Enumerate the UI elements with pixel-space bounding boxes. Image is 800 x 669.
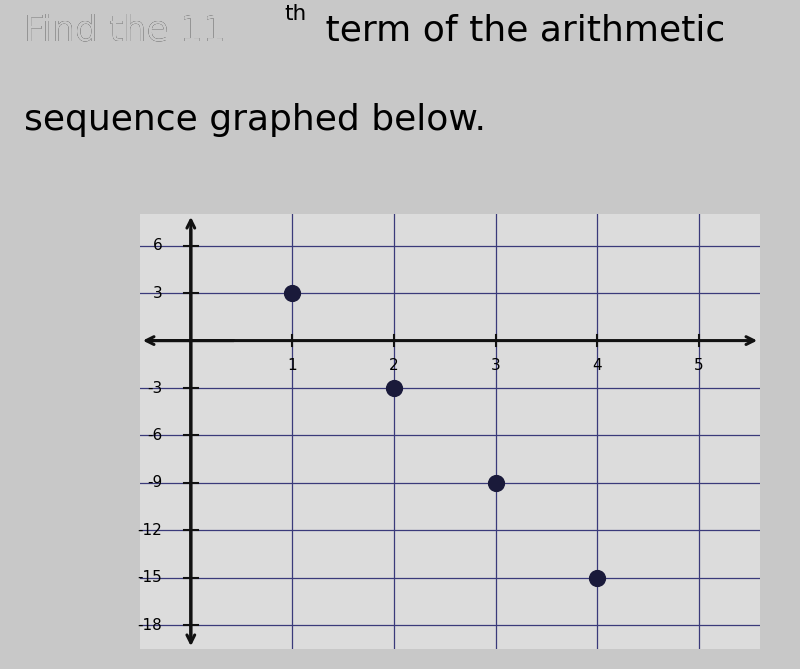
- Text: 3: 3: [153, 286, 162, 300]
- Text: 6: 6: [153, 238, 162, 253]
- Text: th: th: [284, 4, 306, 24]
- Point: [591, 573, 604, 583]
- Text: sequence graphed below.: sequence graphed below.: [24, 104, 486, 137]
- Text: 2: 2: [390, 358, 399, 373]
- Text: -18: -18: [138, 617, 162, 633]
- Point: [286, 288, 299, 298]
- Text: 1: 1: [288, 358, 298, 373]
- Text: 4: 4: [593, 358, 602, 373]
- Point: [388, 383, 401, 393]
- Text: Find the 11: Find the 11: [24, 13, 226, 47]
- Text: -3: -3: [147, 381, 162, 395]
- Text: -6: -6: [147, 428, 162, 443]
- Text: term of the arithmetic: term of the arithmetic: [314, 13, 726, 47]
- Text: Find the 11: Find the 11: [24, 13, 226, 47]
- Text: -15: -15: [138, 570, 162, 585]
- Point: [490, 478, 502, 488]
- Text: -12: -12: [138, 523, 162, 538]
- Text: 5: 5: [694, 358, 704, 373]
- Text: -9: -9: [147, 476, 162, 490]
- Text: 3: 3: [491, 358, 501, 373]
